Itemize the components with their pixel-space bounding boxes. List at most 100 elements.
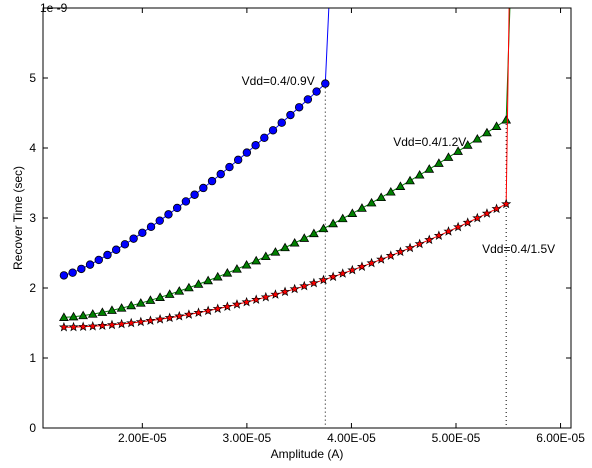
data-point xyxy=(501,198,512,209)
y-axis-ticks: 0 1 2 3 4 5 xyxy=(29,71,571,435)
data-point xyxy=(299,280,310,291)
data-point xyxy=(212,303,223,314)
data-point xyxy=(337,268,348,278)
data-point xyxy=(145,315,156,325)
data-point xyxy=(78,321,89,332)
data-point xyxy=(120,240,130,249)
data-point xyxy=(260,133,269,143)
data-point xyxy=(193,307,204,318)
data-point xyxy=(357,203,367,212)
data-point xyxy=(106,319,118,330)
data-point xyxy=(199,183,208,193)
y-tick-label: 2 xyxy=(29,281,36,295)
data-point xyxy=(103,250,112,260)
y-tick-label: 5 xyxy=(29,71,36,85)
data-point xyxy=(111,245,121,254)
y-tick-label: 4 xyxy=(29,141,36,155)
data-point xyxy=(289,238,300,247)
data-point xyxy=(294,103,304,112)
data-point xyxy=(385,250,396,260)
data-point xyxy=(87,309,98,318)
data-point xyxy=(135,316,146,327)
data-point xyxy=(222,268,233,277)
data-point xyxy=(164,312,175,323)
data-point xyxy=(404,242,416,253)
data-point xyxy=(183,309,194,319)
data-point xyxy=(289,283,300,294)
data-point xyxy=(242,148,252,157)
data-point xyxy=(280,242,290,252)
data-point xyxy=(233,155,243,165)
data-point xyxy=(174,310,185,321)
data-point xyxy=(491,121,502,130)
data-point xyxy=(308,228,319,238)
data-point xyxy=(286,110,295,120)
data-point xyxy=(443,226,454,236)
data-point xyxy=(453,146,463,155)
data-point xyxy=(164,210,173,219)
data-point xyxy=(299,233,310,242)
data-point xyxy=(462,217,473,227)
data-point xyxy=(193,279,204,288)
data-point xyxy=(129,234,138,243)
series-annotation: Vdd=0.4/0.9V xyxy=(242,74,315,88)
data-point xyxy=(472,133,483,143)
data-point xyxy=(453,221,464,232)
data-point xyxy=(395,246,406,257)
data-point xyxy=(395,181,406,190)
data-point xyxy=(414,238,425,249)
data-point xyxy=(270,247,281,256)
series-annotations: Vdd=0.4/0.9V Vdd=0.4/1.2V Vdd=0.4/1.5V xyxy=(242,74,556,256)
x-tick-label: 3.00E-05 xyxy=(223,431,272,445)
data-point xyxy=(172,203,182,213)
data-point xyxy=(155,292,165,301)
y-tick-label: 3 xyxy=(29,211,36,225)
data-point xyxy=(356,261,368,271)
data-point xyxy=(405,175,415,185)
series-annotation: Vdd=0.4/1.2V xyxy=(393,135,466,149)
x-axis-label: Amplitude (A) xyxy=(271,447,344,461)
data-point xyxy=(68,268,77,277)
data-point xyxy=(190,190,199,199)
data-point xyxy=(135,298,146,307)
data-point xyxy=(241,259,252,269)
data-point xyxy=(347,208,358,217)
data-point xyxy=(376,254,387,264)
data-point xyxy=(174,286,185,295)
data-point xyxy=(94,255,103,265)
data-point xyxy=(203,305,214,316)
data-point xyxy=(184,282,194,292)
data-point xyxy=(279,286,291,297)
drop-lines xyxy=(324,83,507,428)
data-point xyxy=(68,321,79,332)
data-point xyxy=(268,126,278,135)
data-point xyxy=(212,271,223,281)
data-point xyxy=(87,320,98,331)
data-point xyxy=(164,289,175,298)
data-point xyxy=(116,318,127,329)
data-point xyxy=(207,176,217,186)
data-point xyxy=(303,95,313,104)
data-point xyxy=(376,192,387,202)
data-point xyxy=(116,303,127,312)
data-point xyxy=(260,251,271,261)
data-point xyxy=(232,264,242,273)
data-point xyxy=(491,203,502,214)
data-point xyxy=(482,127,492,137)
data-point xyxy=(222,301,233,311)
x-tick-label: 6.00E-05 xyxy=(536,431,585,445)
data-point xyxy=(328,271,339,282)
series-annotation: Vdd=0.4/1.5V xyxy=(482,242,555,256)
data-point xyxy=(472,212,483,223)
data-point xyxy=(251,141,260,150)
x-tick-label: 4.00E-05 xyxy=(327,431,376,445)
y-tick-label: 0 xyxy=(29,421,36,435)
data-point xyxy=(59,312,69,321)
data-point xyxy=(385,186,396,196)
plot-area xyxy=(43,8,571,428)
y-multiplier-label: 1e -9 xyxy=(40,1,68,15)
data-point xyxy=(433,230,444,240)
x-tick-label: 2.00E-05 xyxy=(118,431,167,445)
x-tick-label: 5.00E-05 xyxy=(432,431,481,445)
